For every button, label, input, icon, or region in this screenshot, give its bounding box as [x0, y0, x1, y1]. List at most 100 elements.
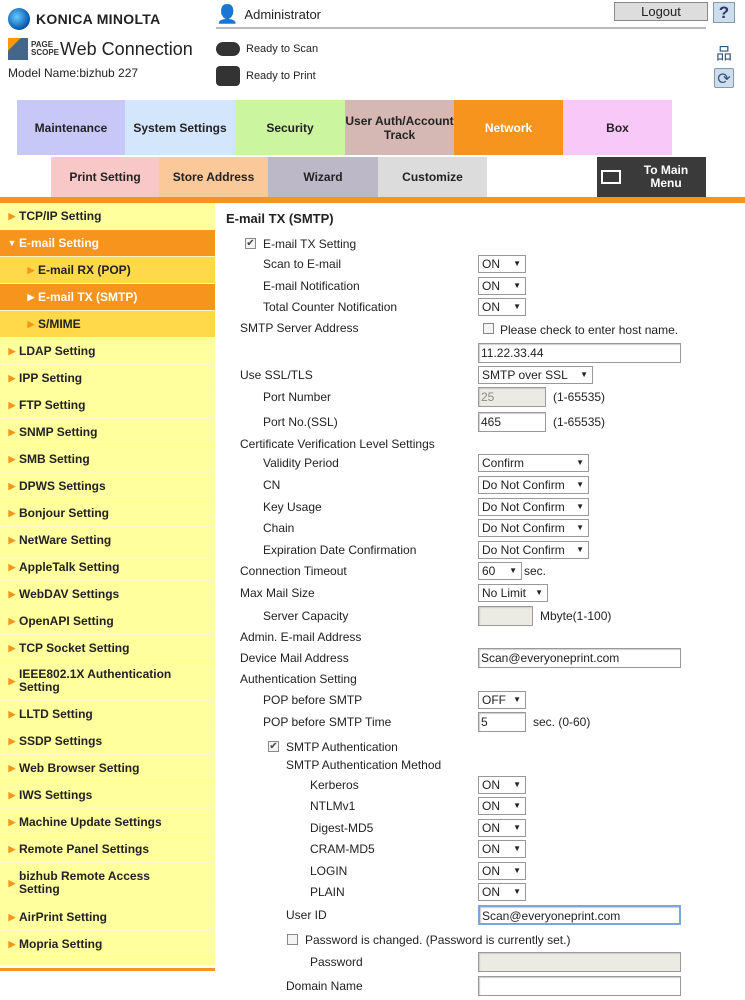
triangle-right-icon: ▶ [27, 264, 35, 275]
scanner-icon [216, 42, 240, 56]
triangle-right-icon: ▶ [27, 318, 35, 329]
sidebar-item-label: E-mail TX (SMTP) [38, 290, 138, 304]
select-value: Do Not Confirm [482, 543, 565, 557]
select-value: ON [482, 821, 500, 835]
sidebar-item-label: LDAP Setting [19, 344, 96, 358]
device-mail-address-input[interactable]: Scan@everyoneprint.com [478, 648, 681, 668]
sidebar-item-snmp-setting[interactable]: ▶ SNMP Setting [0, 419, 215, 446]
plain-select[interactable]: ON ▼ [478, 883, 526, 901]
sidebar-item-label: IEEE802.1X Authentication Setting [19, 667, 172, 694]
sidebar-item-appletalk-setting[interactable]: ▶ AppleTalk Setting [0, 554, 215, 581]
sidebar-item-netware-setting[interactable]: ▶ NetWare Setting [0, 527, 215, 554]
digest-md5-select[interactable]: ON ▼ [478, 819, 526, 837]
sidebar-item-dpws-settings[interactable]: ▶ DPWS Settings [0, 473, 215, 500]
label-e-mail-notification: E-mail Notification [263, 279, 360, 293]
cram-md5-select[interactable]: ON ▼ [478, 840, 526, 858]
server-capacity-note: Mbyte(1-100) [540, 609, 612, 623]
sidebar-item-ftp-setting[interactable]: ▶ FTP Setting [0, 392, 215, 419]
pop-before-smtp-select[interactable]: OFF ▼ [478, 691, 526, 709]
ntlmv1-select[interactable]: ON ▼ [478, 797, 526, 815]
tab-user-auth-account-track[interactable]: User Auth/Account Track [345, 100, 454, 155]
total-counter-notification-select[interactable]: ON ▼ [478, 298, 526, 316]
logout-button[interactable]: Logout [614, 2, 708, 21]
validity-period-select[interactable]: Confirm ▼ [478, 454, 589, 472]
domain-name-input[interactable] [478, 976, 681, 996]
sidebar-item-label: TCP/IP Setting [19, 209, 102, 223]
tab-security[interactable]: Security [235, 100, 345, 155]
tab-box[interactable]: Box [563, 100, 672, 155]
use-ssl-tls-select[interactable]: SMTP over SSL ▼ [478, 366, 593, 384]
sidebar-item-e-mail-rx-pop[interactable]: ▶ E-mail RX (POP) [0, 257, 215, 284]
chevron-down-icon: ▼ [576, 458, 584, 467]
connection-timeout-select[interactable]: 60 ▼ [478, 562, 522, 580]
sidebar-item-bizhub-remote-access-setting[interactable]: ▶ bizhub Remote Access Setting [0, 863, 215, 904]
select-value: ON [482, 842, 500, 856]
user-name: Administrator [244, 7, 321, 22]
network-icon[interactable]: 品 [715, 46, 732, 63]
tab-to-main-menu[interactable]: To Main Menu [597, 157, 706, 197]
sidebar-item-lltd-setting[interactable]: ▶ LLTD Setting [0, 701, 215, 728]
tab-network[interactable]: Network [454, 100, 563, 155]
port-number-input: 25 [478, 387, 546, 407]
smtp-server-address-input[interactable]: 11.22.33.44 [478, 343, 681, 363]
triangle-right-icon: ▶ [8, 372, 16, 383]
user-id-input[interactable]: Scan@everyoneprint.com [478, 905, 681, 925]
sidebar-item-e-mail-setting[interactable]: ▼ E-mail Setting [0, 230, 215, 257]
sidebar-item-airprint-setting[interactable]: ▶ AirPrint Setting [0, 904, 215, 931]
cn-select[interactable]: Do Not Confirm ▼ [478, 476, 589, 494]
chain-select[interactable]: Do Not Confirm ▼ [478, 519, 589, 537]
sidebar-item-webdav-settings[interactable]: ▶ WebDAV Settings [0, 581, 215, 608]
label-kerberos: Kerberos [310, 778, 359, 792]
sidebar-item-label: bizhub Remote Access Setting [19, 869, 150, 896]
sidebar-item-machine-update-settings[interactable]: ▶ Machine Update Settings [0, 809, 215, 836]
host-name-checkbox[interactable] [483, 323, 494, 334]
tab-system-settings[interactable]: System Settings [125, 100, 235, 155]
sidebar-item-ssdp-settings[interactable]: ▶ SSDP Settings [0, 728, 215, 755]
server-capacity-input [478, 606, 533, 626]
tab-maintenance[interactable]: Maintenance [17, 100, 125, 155]
tab-store-address[interactable]: Store Address [159, 157, 268, 197]
pop-before-smtp-time-input[interactable]: 5 [478, 712, 526, 732]
port-no-ssl-input[interactable]: 465 [478, 412, 546, 432]
sidebar-item-tcp-socket-setting[interactable]: ▶ TCP Socket Setting [0, 635, 215, 662]
sidebar-item-mopria-setting[interactable]: ▶ Mopria Setting [0, 931, 215, 958]
password-is-changed-password-is-currently-set-checkbox[interactable] [287, 934, 298, 945]
sidebar-item-label: IWS Settings [19, 788, 93, 802]
max-mail-size-select[interactable]: No Limit ▼ [478, 584, 548, 602]
sidebar-item-e-mail-tx-smtp[interactable]: ▶ E-mail TX (SMTP) [0, 284, 215, 311]
e-mail-notification-select[interactable]: ON ▼ [478, 277, 526, 295]
key-usage-select[interactable]: Do Not Confirm ▼ [478, 498, 589, 516]
select-value: OFF [482, 693, 506, 707]
sidebar-item-remote-panel-settings[interactable]: ▶ Remote Panel Settings [0, 836, 215, 863]
login-select[interactable]: ON ▼ [478, 862, 526, 880]
scan-to-e-mail-select[interactable]: ON ▼ [478, 255, 526, 273]
port-number-note: (1-65535) [553, 390, 606, 404]
triangle-down-icon: ▼ [7, 238, 17, 248]
tab-print-setting[interactable]: Print Setting [51, 157, 159, 197]
tab-label: To Main Menu [643, 163, 689, 190]
sidebar-item-bonjour-setting[interactable]: ▶ Bonjour Setting [0, 500, 215, 527]
help-button[interactable]: ? [713, 2, 735, 23]
sidebar-item-s-mime[interactable]: ▶ S/MIME [0, 311, 215, 338]
admin-icon: 👤 [216, 4, 239, 24]
tab-wizard[interactable]: Wizard [268, 157, 378, 197]
sidebar-item-tcp-ip-setting[interactable]: ▶ TCP/IP Setting [0, 203, 215, 230]
kerberos-select[interactable]: ON ▼ [478, 776, 526, 794]
triangle-right-icon: ▶ [8, 561, 16, 572]
sidebar-item-ieee802-1x-authentication-setting[interactable]: ▶ IEEE802.1X Authentication Setting [0, 662, 215, 701]
sidebar-item-web-browser-setting[interactable]: ▶ Web Browser Setting [0, 755, 215, 782]
sidebar-item-smb-setting[interactable]: ▶ SMB Setting [0, 446, 215, 473]
label-admin-e-mail-address: Admin. E-mail Address [240, 630, 362, 644]
expiration-date-confirmation-select[interactable]: Do Not Confirm ▼ [478, 541, 589, 559]
sidebar-item-ipp-setting[interactable]: ▶ IPP Setting [0, 365, 215, 392]
select-value: Do Not Confirm [482, 478, 565, 492]
e-mail-tx-setting-checkbox[interactable]: ✔ [245, 238, 256, 249]
sidebar-item-ldap-setting[interactable]: ▶ LDAP Setting [0, 338, 215, 365]
triangle-right-icon: ▶ [8, 642, 16, 653]
sidebar-item-iws-settings[interactable]: ▶ IWS Settings [0, 782, 215, 809]
smtp-authentication-checkbox[interactable]: ✔ [268, 741, 279, 752]
model-name: Model Name:bizhub 227 [8, 66, 139, 80]
tab-customize[interactable]: Customize [378, 157, 487, 197]
refresh-icon[interactable]: ⟳ [714, 68, 734, 88]
sidebar-item-openapi-setting[interactable]: ▶ OpenAPI Setting [0, 608, 215, 635]
